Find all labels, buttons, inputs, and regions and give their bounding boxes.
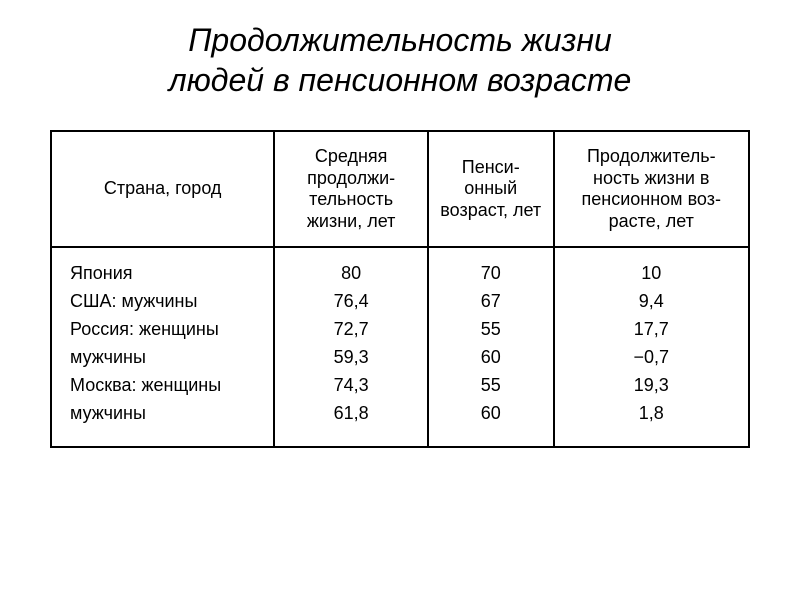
- years-cell: 10 9,4 17,7 −0,7 19,3 1,8: [554, 247, 749, 446]
- title-line1: Продолжительность жизни: [188, 22, 612, 58]
- title-line2: людей в пенсионном возрасте: [169, 62, 632, 98]
- table-container: Страна, город Средняя продолжи- тельност…: [0, 130, 800, 448]
- page-title: Продолжительность жизни людей в пенсионн…: [169, 20, 632, 100]
- table-body-row: Япония США: мужчины Россия: женщины мужч…: [51, 247, 749, 446]
- col-header-country: Страна, город: [51, 131, 274, 247]
- col-header-age: Пенси- онный возраст, лет: [428, 131, 554, 247]
- life-expectancy-table: Страна, город Средняя продолжи- тельност…: [50, 130, 750, 448]
- col-header-years: Продолжитель- ность жизни в пенсионном в…: [554, 131, 749, 247]
- table-header-row: Страна, город Средняя продолжи- тельност…: [51, 131, 749, 247]
- labels-cell: Япония США: мужчины Россия: женщины мужч…: [51, 247, 274, 446]
- age-cell: 70 67 55 60 55 60: [428, 247, 554, 446]
- life-cell: 80 76,4 72,7 59,3 74,3 61,8: [274, 247, 428, 446]
- col-header-life: Средняя продолжи- тельность жизни, лет: [274, 131, 428, 247]
